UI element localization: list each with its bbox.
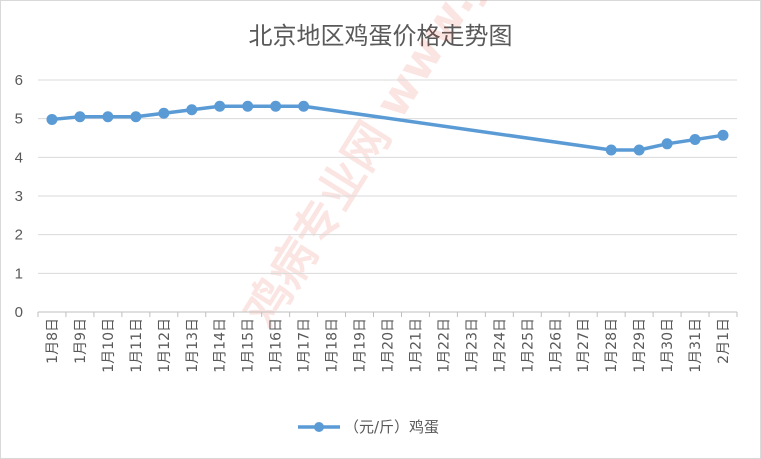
data-point (242, 100, 254, 112)
data-point (605, 144, 617, 156)
x-tick-label: 1月29日 (632, 318, 648, 373)
data-point (158, 107, 170, 119)
data-point (270, 100, 282, 112)
x-tick-label: 1月14日 (213, 318, 229, 373)
x-tick-label: 1月23日 (464, 318, 480, 373)
x-tick-label: 1月19日 (353, 318, 369, 373)
legend-label: （元/斤）鸡蛋 (344, 418, 439, 436)
data-point (298, 100, 310, 112)
x-tick-label: 1月22日 (436, 318, 452, 373)
data-point (633, 144, 645, 156)
watermark-text: 鸡病专业网 www.jbzyw.com (234, 0, 628, 336)
x-tick-label: 1月11日 (129, 318, 145, 373)
x-tick-label: 1月20日 (381, 318, 397, 373)
data-point (689, 134, 701, 146)
x-tick-label: 1月24日 (492, 318, 508, 373)
watermark: 鸡病专业网 www.jbzyw.com (234, 0, 628, 336)
x-tick-label: 1月17日 (297, 318, 313, 373)
x-tick-label: 1月31日 (688, 318, 704, 373)
x-tick-label: 1月12日 (157, 318, 173, 373)
y-tick-label: 2 (15, 227, 23, 244)
data-point (46, 113, 58, 125)
data-point (661, 138, 673, 150)
data-point (214, 100, 226, 112)
data-point (717, 129, 729, 141)
x-tick-label: 1月13日 (185, 318, 201, 373)
y-tick-label: 0 (15, 304, 23, 321)
legend-marker (314, 422, 324, 432)
x-tick-label: 1月27日 (576, 318, 592, 373)
data-point (102, 111, 114, 123)
y-tick-label: 3 (15, 188, 23, 205)
x-axis: 1月8日 1月9日 1月10日 1月11日 1月12日 1月13日 1月14日 1月15日 1月… (37, 312, 738, 373)
y-tick-label: 4 (15, 149, 23, 166)
x-tick-label: 1月26日 (548, 318, 564, 373)
chart-title: 北京地区鸡蛋价格走势图 (248, 22, 513, 50)
x-tick-label: 1月15日 (241, 318, 257, 373)
y-tick-label: 5 (15, 111, 23, 128)
x-tick-label: 1月16日 (269, 318, 285, 373)
y-tick-label: 1 (15, 265, 23, 282)
x-tick-label: 1月30日 (660, 318, 676, 373)
data-point (130, 111, 142, 123)
legend: （元/斤）鸡蛋 (298, 418, 439, 436)
x-tick-label: 2月1日 (716, 318, 732, 364)
series-layer (46, 100, 729, 156)
x-tick-label: 1月25日 (520, 318, 536, 373)
y-axis: 0 1 2 3 4 5 6 (15, 72, 23, 321)
y-tick-label: 6 (15, 72, 23, 89)
x-tick-label: 1月10日 (101, 318, 117, 373)
x-tick-label: 1月28日 (604, 318, 620, 373)
data-point (186, 104, 198, 116)
x-tick-label: 1月8日 (45, 318, 61, 364)
data-point (74, 111, 86, 123)
x-tick-label: 1月9日 (73, 318, 89, 364)
x-tick-label: 1月21日 (408, 318, 424, 373)
x-tick-label: 1月18日 (325, 318, 341, 373)
